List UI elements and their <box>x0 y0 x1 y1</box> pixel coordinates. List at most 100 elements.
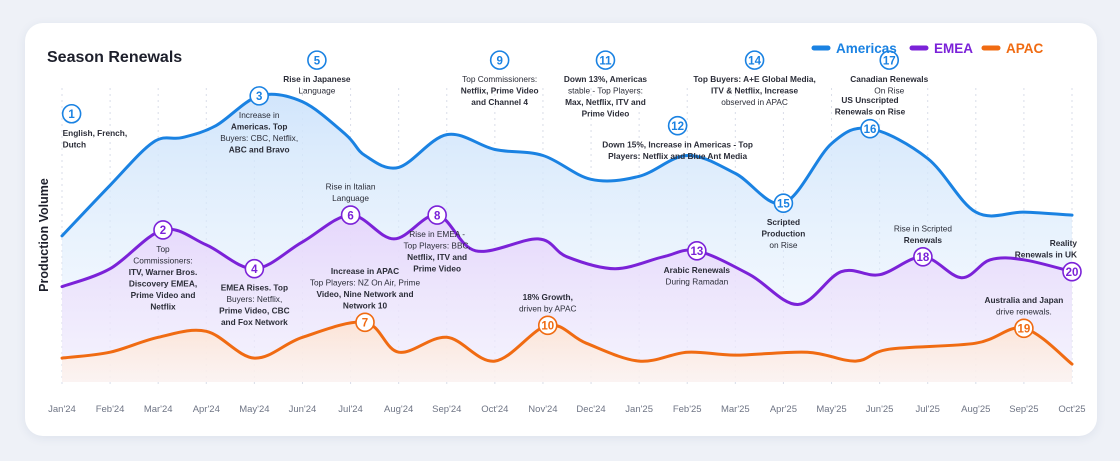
annotation-line: and Channel 4 <box>471 97 528 107</box>
annotation-line: 18% Growth, <box>523 292 573 302</box>
annotation-line: Prime Video, CBC <box>219 306 289 316</box>
annotation-line: US Unscripted <box>841 95 898 105</box>
annotation-line: Rise in EMEA - <box>409 229 465 239</box>
annotation-marker <box>307 50 327 70</box>
annotation-text: Top Commissioners: Netflix, Prime Video an… <box>461 74 539 107</box>
annotation-marker <box>1014 318 1034 339</box>
annotation-marker <box>340 205 361 225</box>
x-tick-label: Sep'24 <box>432 404 461 415</box>
annotation-line: on Rise <box>769 240 798 250</box>
annotation-marker <box>355 312 375 333</box>
annotation-line: Network 10 <box>343 300 388 310</box>
annotation-marker <box>773 193 794 213</box>
annotation-number: 15 <box>777 198 790 210</box>
x-tick-label: Aug'24 <box>384 404 413 415</box>
annotation-marker <box>1062 261 1082 282</box>
annotation-line: Top Commissioners: <box>462 74 537 84</box>
x-tick-label: Nov'24 <box>528 404 557 415</box>
annotation-line: Language <box>298 86 335 96</box>
annotation-number: 9 <box>496 55 502 67</box>
annotation-marker <box>744 50 765 70</box>
annotation-number: 1 <box>68 109 75 121</box>
annotation-line: Renewals <box>904 235 943 245</box>
x-tick-label: Sep'25 <box>1009 404 1038 415</box>
annotation-number: 6 <box>347 210 353 222</box>
annotation-line: ABC and Bravo <box>229 144 290 154</box>
annotation-line: On Rise <box>874 86 904 96</box>
annotation-text: Increase in Americas. Top Buyers: CBC, Net… <box>220 110 298 155</box>
annotation-number: 16 <box>864 124 877 136</box>
annotation-line: drive renewals. <box>996 306 1052 316</box>
x-tick-label: Oct'25 <box>1058 404 1085 415</box>
annotation-number: 5 <box>314 55 321 67</box>
annotation-number: 7 <box>362 318 368 330</box>
x-tick-label: Oct'24 <box>481 404 508 415</box>
annotation-marker <box>687 241 707 261</box>
annotation-number: 19 <box>1018 324 1031 336</box>
annotation-line: Renewals in UK <box>1015 250 1077 260</box>
annotation-line: Commissioners: <box>133 255 192 265</box>
annotation-line: Arabic Renewals <box>664 265 731 275</box>
x-tick-label: Mar'24 <box>144 404 173 415</box>
annotation-line: Canadian Renewals <box>850 74 928 84</box>
x-tick-label: Jun'24 <box>289 404 317 415</box>
annotation-text: Increase in APAC Top Players: NZ On Air, … <box>310 266 421 311</box>
x-tick-label: Mar'25 <box>721 404 750 415</box>
annotation-text: EMEA Rises. Top Buyers: Netflix, Prime Vid… <box>219 283 289 328</box>
x-tick-label: Feb'24 <box>96 404 125 415</box>
annotation-text: Down 13%, Americas stable - Top Players: M… <box>564 74 648 119</box>
annotation-marker <box>489 50 510 70</box>
annotation-line: Max, Netflix, ITV and <box>565 97 646 107</box>
annotation-text: Rise in EMEA - Top Players: BBC, Netflix, … <box>403 229 470 274</box>
series-area-apac <box>62 322 1072 382</box>
annotation-line: Top <box>156 244 170 254</box>
annotation-marker <box>595 50 616 70</box>
annotation-line: Rise in Italian <box>326 182 376 192</box>
annotation-number: 12 <box>671 121 684 133</box>
annotation-text: US Unscripted Renewals on Rise <box>835 95 906 117</box>
annotation-line: Americas. Top <box>231 121 288 131</box>
x-tick-label: Apr'24 <box>193 404 220 415</box>
annotation-marker <box>860 118 880 139</box>
x-axis: Jan'24 Feb'24 Mar'24 Apr'24 May'24 Jun'24 Jul'… <box>48 404 1085 415</box>
annotation-number: 11 <box>599 55 612 67</box>
annotation-marker <box>61 103 82 124</box>
annotation-line: Discovery EMEA, <box>129 278 197 288</box>
annotation-marker <box>244 258 265 279</box>
annotation-line: Netflix, Prime Video <box>461 86 539 96</box>
annotation-line: EMEA Rises. Top <box>221 283 288 293</box>
annotation-number: 3 <box>256 91 262 103</box>
annotation-number: 18 <box>917 252 930 264</box>
x-tick-label: Jul'25 <box>915 404 940 415</box>
annotation-line: ITV, Warner Bros. <box>129 267 198 277</box>
annotation-line: Netflix <box>150 301 176 311</box>
annotation-number: 17 <box>883 55 896 67</box>
x-tick-label: Jan'25 <box>625 404 653 415</box>
annotation-line: Top Buyers: A+E Global Media, <box>693 74 815 84</box>
annotation-text: Canadian Renewals On Rise <box>850 74 928 96</box>
annotation-line: stable - Top Players: <box>568 86 643 96</box>
annotation-line: Top Players: NZ On Air, Prime <box>310 277 421 287</box>
annotation-line: Players: Netflix and Blue Ant Media <box>608 151 747 161</box>
x-tick-label: Feb'25 <box>673 404 702 415</box>
series-line-americas <box>60 92 1074 238</box>
x-tick-label: Jan'24 <box>48 404 76 415</box>
annotation-text: Rise in Italian Language <box>326 182 376 204</box>
annotation-text: Australia and Japan drive renewals. <box>984 295 1063 317</box>
annotation-line: English, French, <box>63 128 128 138</box>
annotation-marker <box>537 315 558 336</box>
annotation-line: Down 13%, Americas <box>564 74 648 84</box>
legend: Americas EMEA APAC <box>811 41 1044 56</box>
annotation-line: Down 15%, Increase in Americas - Top <box>602 140 753 150</box>
annotation-number: 14 <box>748 55 761 67</box>
annotation-text: Down 15%, Increase in Americas - Top Play… <box>602 140 753 162</box>
annotation-text: Scripted Production on Rise <box>762 217 806 250</box>
annotation-number: 2 <box>160 225 166 237</box>
y-axis-label: Production Volume <box>37 178 51 292</box>
chart-title: Season Renewals <box>47 49 182 66</box>
annotation-line: Language <box>332 193 369 203</box>
annotation-text: 18% Growth, driven by APAC <box>519 292 577 314</box>
annotation-number: 13 <box>690 246 703 258</box>
annotation-number: 4 <box>251 264 258 276</box>
